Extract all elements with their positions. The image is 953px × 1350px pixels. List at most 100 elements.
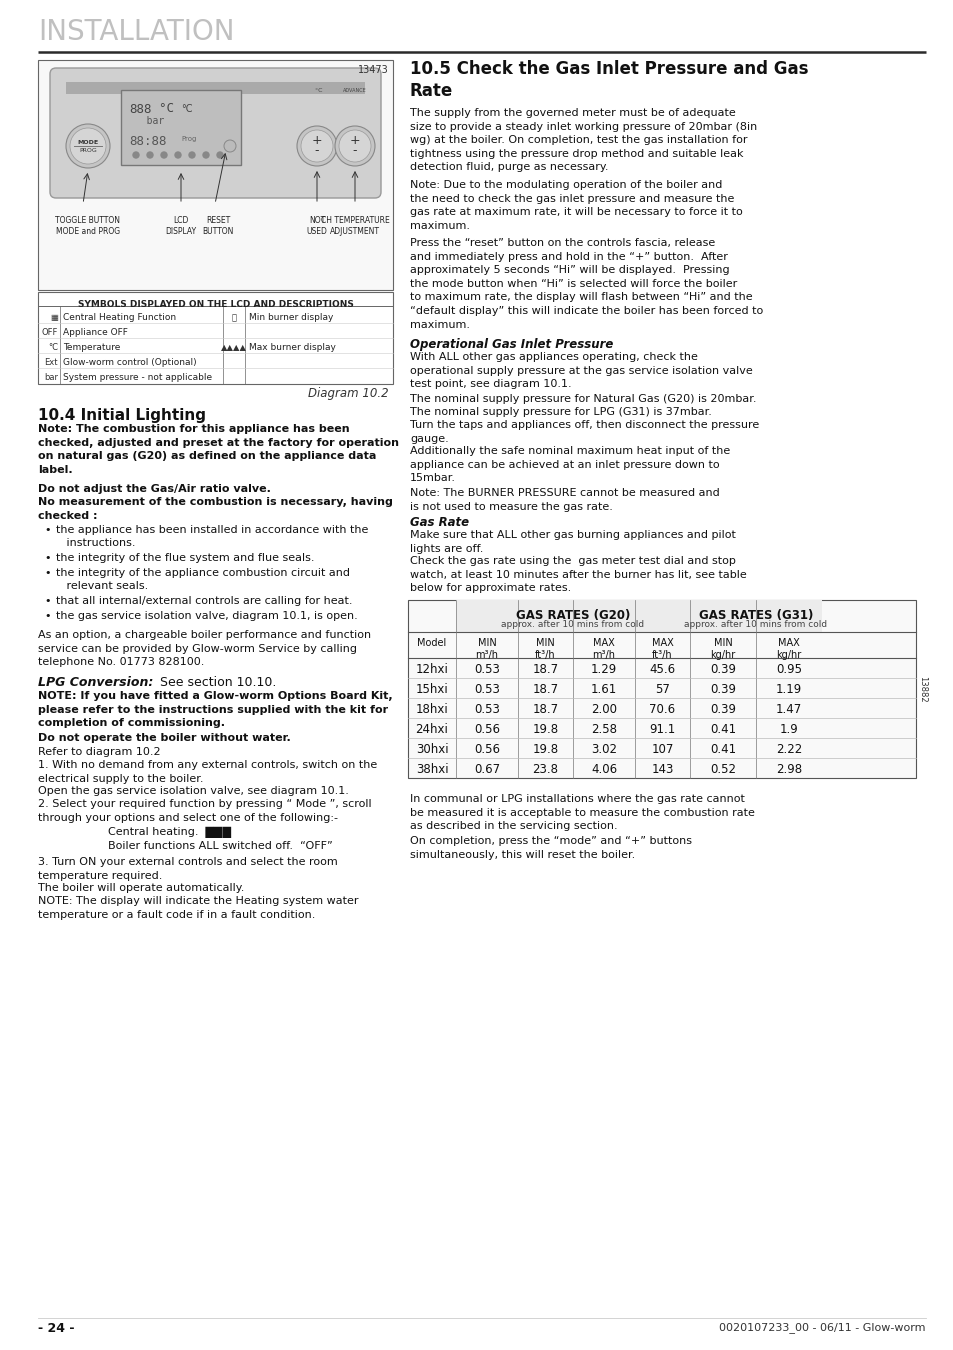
Circle shape: [132, 153, 139, 158]
Text: 1.61: 1.61: [590, 683, 617, 697]
Text: approx. after 10 mins from cold: approx. after 10 mins from cold: [683, 620, 826, 629]
Text: 70.6: 70.6: [649, 703, 675, 716]
Text: 3. Turn ON your external controls and select the room
temperature required.: 3. Turn ON your external controls and se…: [38, 857, 337, 880]
Text: 2.58: 2.58: [590, 724, 617, 736]
Text: 143: 143: [651, 763, 673, 776]
Text: 2.22: 2.22: [775, 743, 801, 756]
Text: Temperature: Temperature: [63, 343, 120, 352]
Bar: [408, 599, 915, 778]
Text: 0.39: 0.39: [709, 703, 735, 716]
Circle shape: [66, 124, 110, 167]
Text: •: •: [44, 554, 51, 563]
Text: PROG: PROG: [79, 147, 97, 153]
Text: Note: Due to the modulating operation of the boiler and
the need to check the ga: Note: Due to the modulating operation of…: [410, 180, 742, 231]
Text: 18.7: 18.7: [532, 703, 558, 716]
Text: the appliance has been installed in accordance with the
   instructions.: the appliance has been installed in acco…: [56, 525, 368, 548]
Text: Max burner display: Max burner display: [249, 343, 335, 352]
Text: Appliance OFF: Appliance OFF: [63, 328, 128, 338]
Text: As an option, a chargeable boiler performance and function
service can be provid: As an option, a chargeable boiler perfor…: [38, 630, 371, 667]
Text: °C: °C: [48, 343, 58, 352]
Text: Gas Rate: Gas Rate: [410, 516, 469, 529]
Text: LPG Conversion:: LPG Conversion:: [38, 676, 153, 688]
Text: With ALL other gas appliances operating, check the
operational supply pressure a: With ALL other gas appliances operating,…: [410, 352, 752, 389]
Text: GAS RATES (G31): GAS RATES (G31): [699, 609, 812, 622]
Text: 0.67: 0.67: [474, 763, 499, 776]
Text: 18.7: 18.7: [532, 663, 558, 676]
Circle shape: [301, 130, 333, 162]
Text: 18hxi: 18hxi: [416, 703, 448, 716]
Circle shape: [338, 130, 371, 162]
Text: NOTE: The display will indicate the Heating system water
temperature or a fault : NOTE: The display will indicate the Heat…: [38, 896, 358, 919]
Text: 19.8: 19.8: [532, 743, 558, 756]
Text: LCD
DISPLAY: LCD DISPLAY: [165, 216, 196, 236]
Text: RESET
BUTTON: RESET BUTTON: [202, 216, 233, 236]
Text: 10.5 Check the Gas Inlet Pressure and Gas
Rate: 10.5 Check the Gas Inlet Pressure and Ga…: [410, 59, 807, 100]
Text: Ext: Ext: [45, 358, 58, 367]
Text: NOTE: If you have fitted a Glow-worm Options Board Kit,
please refer to the inst: NOTE: If you have fitted a Glow-worm Opt…: [38, 691, 393, 728]
Text: •: •: [44, 595, 51, 606]
Text: 12hxi: 12hxi: [416, 663, 448, 676]
Text: Boiler functions ALL switched off.  “OFF”: Boiler functions ALL switched off. “OFF”: [108, 841, 333, 850]
Circle shape: [174, 153, 181, 158]
Text: Min burner display: Min burner display: [249, 313, 333, 323]
Circle shape: [335, 126, 375, 166]
Bar: [38, 292, 393, 383]
Text: 1.47: 1.47: [775, 703, 801, 716]
Text: bar: bar: [129, 116, 164, 126]
Text: 13473: 13473: [358, 65, 389, 76]
Text: 38hxi: 38hxi: [416, 763, 448, 776]
Text: •: •: [44, 612, 51, 621]
Text: °C: °C: [129, 103, 173, 115]
Text: 57: 57: [655, 683, 669, 697]
Text: The boiler will operate automatically.: The boiler will operate automatically.: [38, 883, 244, 892]
Text: 2.98: 2.98: [775, 763, 801, 776]
Text: Prog: Prog: [181, 136, 196, 142]
Text: 88:88: 88:88: [129, 135, 167, 148]
Text: 10.4 Initial Lighting: 10.4 Initial Lighting: [38, 408, 206, 423]
Text: Note: The BURNER PRESSURE cannot be measured and
is not used to measure the gas : Note: The BURNER PRESSURE cannot be meas…: [410, 487, 719, 512]
Text: 13882: 13882: [918, 676, 926, 702]
Circle shape: [296, 126, 336, 166]
Text: 🔥: 🔥: [232, 313, 236, 323]
Text: OFF: OFF: [42, 328, 58, 338]
Bar: [456, 599, 689, 632]
Text: MAX
ft³/h: MAX ft³/h: [651, 639, 673, 660]
Circle shape: [216, 153, 223, 158]
Circle shape: [203, 153, 209, 158]
Text: Note: The combustion for this appliance has been
checked, adjusted and preset at: Note: The combustion for this appliance …: [38, 424, 398, 475]
Text: MIN
kg/hr: MIN kg/hr: [710, 639, 735, 660]
Text: 0.39: 0.39: [709, 683, 735, 697]
Text: 19.8: 19.8: [532, 724, 558, 736]
Text: SYMBOLS DISPLAYED ON THE LCD AND DESCRIPTIONS: SYMBOLS DISPLAYED ON THE LCD AND DESCRIP…: [77, 300, 353, 309]
Text: the integrity of the appliance combustion circuit and
   relevant seals.: the integrity of the appliance combustio…: [56, 568, 350, 591]
Text: Additionally the safe nominal maximum heat input of the
appliance can be achieve: Additionally the safe nominal maximum he…: [410, 446, 729, 483]
Text: MAX
kg/hr: MAX kg/hr: [776, 639, 801, 660]
Text: 0.56: 0.56: [474, 724, 499, 736]
Text: The nominal supply pressure for Natural Gas (G20) is 20mbar.: The nominal supply pressure for Natural …: [410, 394, 756, 404]
Text: MIN
m³/h: MIN m³/h: [475, 639, 498, 660]
Text: 18.7: 18.7: [532, 683, 558, 697]
Text: -: -: [353, 144, 356, 158]
Text: Turn the taps and appliances off, then disconnect the pressure
gauge.: Turn the taps and appliances off, then d…: [410, 420, 759, 444]
Bar: [38, 59, 393, 290]
Text: 0.56: 0.56: [474, 743, 499, 756]
Text: 23.8: 23.8: [532, 763, 558, 776]
Text: NOT
USED: NOT USED: [306, 216, 327, 236]
Text: ADVANCE: ADVANCE: [343, 88, 367, 93]
Text: 1.9: 1.9: [779, 724, 798, 736]
Bar: [121, 90, 241, 165]
Text: 0.52: 0.52: [709, 763, 735, 776]
Circle shape: [224, 140, 235, 153]
Text: 0.41: 0.41: [709, 743, 736, 756]
Text: 3.02: 3.02: [590, 743, 617, 756]
Text: Do not adjust the Gas/Air ratio valve.: Do not adjust the Gas/Air ratio valve.: [38, 485, 271, 494]
Text: 0.53: 0.53: [474, 683, 499, 697]
Text: 2. Select your required function by pressing “ Mode ”, scroll
through your optio: 2. Select your required function by pres…: [38, 799, 372, 822]
Text: Do not operate the boiler without water.: Do not operate the boiler without water.: [38, 733, 291, 743]
Circle shape: [161, 153, 167, 158]
Text: 888: 888: [129, 103, 152, 116]
Text: 30hxi: 30hxi: [416, 743, 448, 756]
Text: +: +: [312, 135, 322, 147]
Circle shape: [189, 153, 194, 158]
Text: the integrity of the flue system and flue seals.: the integrity of the flue system and flu…: [56, 554, 314, 563]
